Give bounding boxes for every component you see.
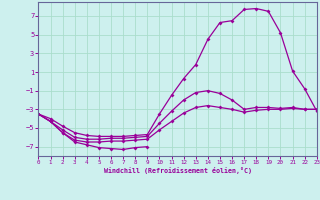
X-axis label: Windchill (Refroidissement éolien,°C): Windchill (Refroidissement éolien,°C) — [104, 167, 252, 174]
